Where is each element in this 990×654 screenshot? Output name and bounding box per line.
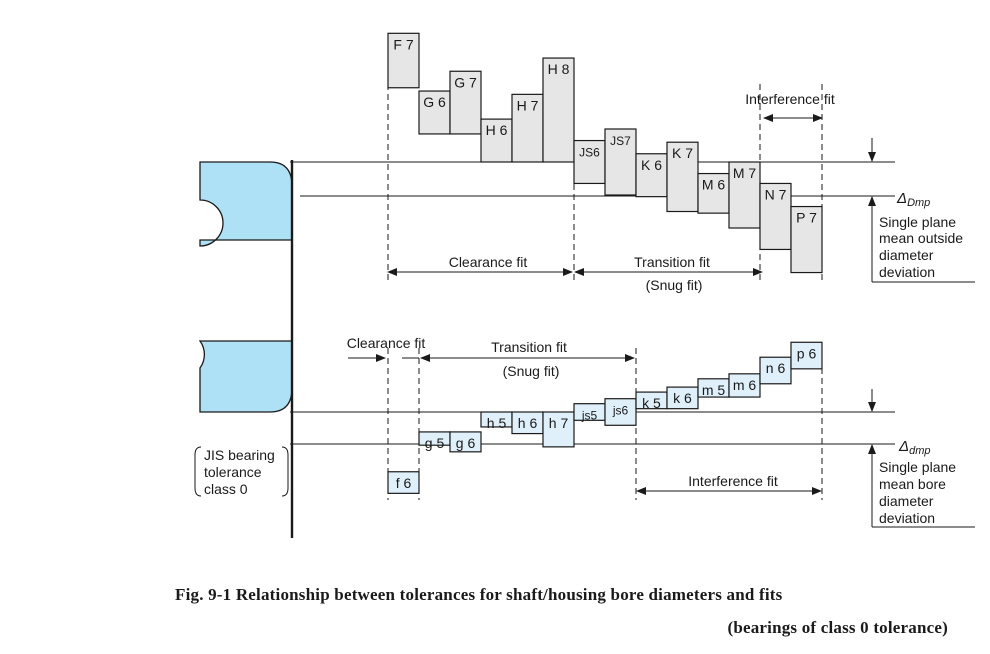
shaft-box-label-h7: h 7 (549, 415, 569, 431)
shaft-clearance-label: Clearance fit (347, 335, 426, 351)
shaft-deviation-delta: Δ (898, 438, 909, 455)
housing-section: F 7 G 6 G 7 H 6 H 7 H 8 JS6 JS7 K 6 K 7 M 6 M 7 N 7 P… (290, 32, 975, 293)
shaft-transition-label: Transition fit (491, 339, 567, 355)
tolerance-fit-diagram: JIS bearing tolerance class 0 F 7 G 6 G 7 H… (194, 32, 975, 538)
housing-box-label-h6: H 6 (486, 122, 508, 138)
shaft-box-label-k5: k 5 (642, 395, 661, 411)
housing-clearance-label: Clearance fit (449, 254, 528, 270)
shaft-box-label-js6: js6 (612, 404, 629, 418)
housing-deviation-desc-3: diameter (879, 247, 934, 263)
housing-box-f7 (387, 32, 420, 89)
shaft-deviation-desc-2: mean bore (879, 476, 946, 492)
housing-box-m7 (728, 161, 761, 229)
bearing-outer-ring-shape (199, 161, 293, 247)
housing-box-label-k7: K 7 (672, 145, 693, 161)
shaft-box-label-f6: f 6 (396, 475, 412, 491)
shaft-box-label-h6: h 6 (518, 415, 538, 431)
shaft-box-h7 (542, 411, 575, 448)
housing-box-g7 (449, 70, 482, 135)
shaft-box-label-p6: p 6 (797, 345, 817, 361)
housing-box-n7 (759, 182, 792, 251)
shaft-tolerance-boxes: f 6 g 5 g 6 h 5 h 6 h 7 js5 js6 k 5 k 6 m 5 m 6 n 6 p… (387, 341, 823, 494)
housing-deviation-symbol: ΔDmp (896, 190, 930, 209)
jis-label-group: JIS bearing tolerance class 0 (194, 446, 289, 497)
shaft-snug-label: (Snug fit) (503, 363, 560, 379)
housing-deviation-desc-4: deviation (879, 264, 935, 280)
shaft-box-label-m6: m 6 (733, 377, 757, 393)
housing-deviation-desc-2: mean outside (879, 230, 963, 246)
housing-box-label-p7: P 7 (796, 210, 817, 226)
shaft-box-label-m5: m 5 (702, 382, 726, 398)
shaft-box-k6 (666, 386, 699, 410)
shaft-box-label-k6: k 6 (673, 390, 692, 406)
shaft-box-p6 (790, 341, 823, 370)
housing-box-label-h8: H 8 (548, 61, 570, 77)
jis-label-line-1: JIS bearing (204, 447, 275, 463)
housing-deviation-subscript: Dmp (907, 197, 930, 209)
housing-box-g6 (418, 90, 451, 135)
housing-box-label-m6: M 6 (702, 177, 726, 193)
shaft-box-label-n6: n 6 (766, 360, 786, 376)
housing-box-m6 (697, 172, 730, 214)
jis-bracket-left (194, 446, 202, 497)
shaft-box-label-h5: h 5 (487, 415, 507, 431)
housing-box-label-f7: F 7 (393, 36, 413, 52)
housing-box-h8 (542, 57, 575, 163)
housing-snug-label: (Snug fit) (646, 277, 703, 293)
housing-deviation-desc-1: Single plane (879, 214, 956, 230)
bearing-section (198, 160, 294, 538)
shaft-box-g6 (449, 431, 482, 453)
housing-tolerance-boxes: F 7 G 6 G 7 H 6 H 7 H 8 JS6 JS7 K 6 K 7 M 6 M 7 N 7 P… (387, 32, 823, 274)
shaft-deviation-subscript: dmp (909, 445, 930, 457)
shaft-box-label-js5: js5 (581, 409, 598, 423)
shaft-section: f 6 g 5 g 6 h 5 h 6 h 7 js5 js6 k 5 k 6 m 5 m 6 n 6 p… (290, 335, 975, 528)
housing-box-label-n7: N 7 (765, 186, 787, 202)
shaft-deviation-desc-4: deviation (879, 510, 935, 526)
figure-caption-line-2: (bearings of class 0 tolerance) (727, 618, 948, 637)
shaft-deviation-symbol: Δdmp (898, 438, 930, 457)
figure-caption-line-1: Fig. 9-1 Relationship between tolerances… (175, 585, 783, 604)
housing-deviation-delta: Δ (896, 190, 907, 207)
housing-box-label-js6: JS6 (579, 146, 600, 160)
shaft-box-m6 (728, 373, 761, 398)
shaft-interference-label: Interference fit (688, 473, 778, 489)
shaft-box-n6 (759, 356, 792, 385)
housing-box-label-js7: JS7 (610, 134, 631, 148)
housing-transition-label: Transition fit (634, 254, 710, 270)
housing-box-h7 (511, 93, 544, 163)
shaft-deviation-desc-1: Single plane (879, 459, 956, 475)
housing-box-k7 (666, 141, 699, 213)
jis-label-line-2: tolerance (204, 464, 262, 480)
housing-box-k6 (635, 153, 668, 198)
housing-box-label-g7: G 7 (454, 74, 477, 90)
jis-bracket-right (281, 446, 289, 497)
jis-label-line-3: class 0 (204, 481, 248, 497)
shaft-deviation-desc-3: diameter (879, 493, 934, 509)
housing-interference-label: Interference fit (745, 91, 835, 107)
housing-box-label-h7: H 7 (517, 97, 539, 113)
housing-box-label-k6: K 6 (641, 157, 662, 173)
bearing-inner-ring-shape (198, 340, 293, 413)
housing-box-label-g6: G 6 (423, 94, 446, 110)
shaft-dashed-guides (387, 348, 823, 500)
housing-box-label-m7: M 7 (733, 165, 757, 181)
shaft-box-label-g5: g 5 (425, 435, 445, 451)
shaft-box-label-g6: g 6 (456, 435, 476, 451)
